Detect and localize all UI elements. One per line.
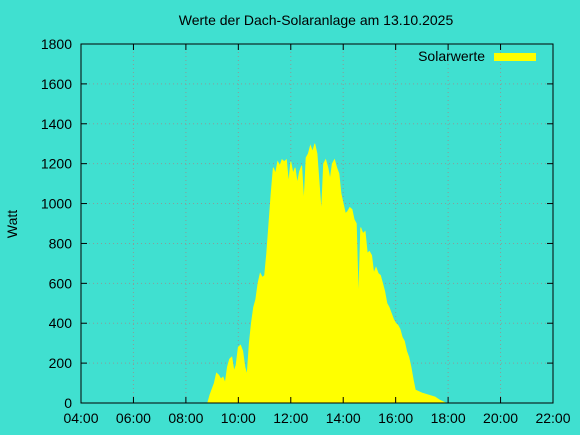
legend: Solarwerte (418, 48, 536, 64)
x-tick-label: 16:00 (378, 410, 413, 426)
y-tick-label: 0 (64, 395, 72, 411)
chart-title: Werte der Dach-Solaranlage am 13.10.2025 (179, 12, 454, 28)
y-tick-label: 1200 (41, 156, 72, 172)
x-tick-label: 04:00 (63, 410, 98, 426)
x-tick-label: 12:00 (273, 410, 308, 426)
x-tick-label: 08:00 (168, 410, 203, 426)
x-tick-label: 20:00 (483, 410, 518, 426)
y-tick-label: 1000 (41, 196, 72, 212)
x-tick-label: 06:00 (116, 410, 151, 426)
x-tick-label: 22:00 (535, 410, 570, 426)
plot-area (207, 143, 447, 404)
y-tick-label: 200 (49, 355, 73, 371)
y-tick-label: 1400 (41, 116, 72, 132)
x-tick-label: 18:00 (431, 410, 466, 426)
y-axis: 0 200 400 600 800 1000 1200 1400 1600 1800 (41, 36, 553, 411)
y-tick-label: 400 (49, 315, 73, 331)
series-area-solarwerte (207, 143, 447, 404)
legend-swatch (494, 53, 536, 61)
y-tick-label: 1600 (41, 76, 72, 92)
y-tick-label: 600 (49, 275, 73, 291)
y-axis-label: Watt (4, 210, 20, 238)
x-tick-label: 10:00 (221, 410, 256, 426)
legend-label: Solarwerte (418, 48, 485, 64)
y-tick-label: 1800 (41, 36, 72, 52)
x-axis: 04:00 06:00 08:00 10:00 12:00 14:00 16:00 18:00… (63, 44, 571, 426)
y-tick-label: 800 (49, 235, 73, 251)
x-tick-label: 14:00 (326, 410, 361, 426)
plot-frame (80, 43, 554, 404)
